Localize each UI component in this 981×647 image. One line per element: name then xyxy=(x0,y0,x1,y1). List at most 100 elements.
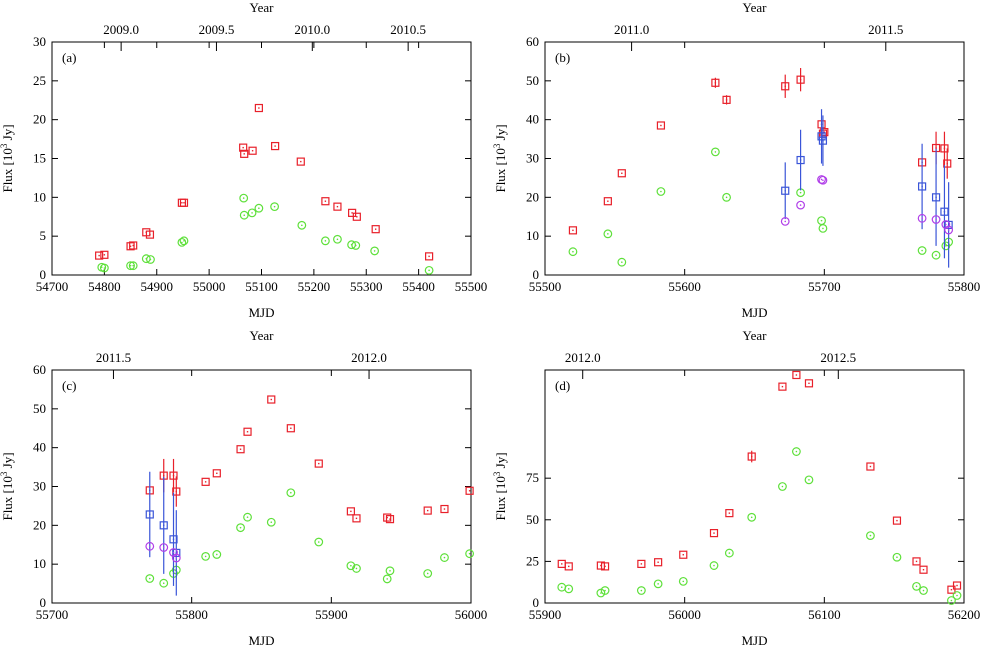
data-point-dot-green xyxy=(355,567,358,570)
data-point-dot-green xyxy=(572,250,574,253)
data-point-green xyxy=(286,488,296,498)
data-point-dot-red xyxy=(568,565,570,568)
data-point-red xyxy=(465,486,474,495)
data-point-green xyxy=(141,254,151,264)
data-point-dot-red xyxy=(149,233,151,236)
data-point-red xyxy=(866,462,875,471)
year-tick-label: 2010.5 xyxy=(390,22,426,37)
data-point-red xyxy=(912,557,921,566)
data-point-green xyxy=(159,578,169,588)
data-point-dot-green xyxy=(100,266,103,269)
data-point-dot-red xyxy=(808,382,810,385)
data-point-green xyxy=(919,586,928,595)
y-tick-label: 30 xyxy=(33,34,46,49)
data-point-dot-green xyxy=(149,258,152,261)
data-point-dot-green xyxy=(714,151,717,153)
data-point-dot-violet xyxy=(820,178,823,181)
data-point-dot-green xyxy=(204,555,207,558)
data-point-red xyxy=(243,427,252,436)
data-point-red xyxy=(425,252,434,261)
data-point-dot-red xyxy=(607,200,609,202)
y-tick-label: 40 xyxy=(526,112,539,127)
data-point-green xyxy=(617,257,627,267)
data-point-red xyxy=(100,250,109,259)
x-tick-label: 54800 xyxy=(88,279,121,294)
data-point-dot-red xyxy=(290,427,292,429)
data-point-green xyxy=(385,566,395,576)
data-point-dot-green xyxy=(162,582,165,584)
data-point-dot-red xyxy=(751,455,753,458)
data-point-dot-red xyxy=(374,228,377,230)
x-tick-label: 56200 xyxy=(948,607,981,622)
data-point-dot-red xyxy=(443,508,446,510)
data-point-dot-green xyxy=(713,564,715,567)
data-point-dot-blue xyxy=(175,552,178,554)
data-point-dot-violet xyxy=(935,218,937,221)
data-point-dot-red xyxy=(300,160,302,163)
top-axis-title: Year xyxy=(743,0,768,15)
data-point-green xyxy=(564,584,574,594)
y-axis-title-superscript: 3 xyxy=(0,143,9,148)
data-point-green xyxy=(709,561,719,570)
data-point-dot-red xyxy=(356,216,358,218)
data-point-dot-blue xyxy=(799,159,802,161)
data-point-red xyxy=(747,452,756,461)
data-point-dot-green xyxy=(567,588,570,590)
data-point-violet xyxy=(818,175,828,185)
data-point-green xyxy=(346,561,356,571)
data-point-green xyxy=(314,537,324,547)
data-point-green xyxy=(320,236,330,246)
data-point-dot-green xyxy=(239,526,242,529)
data-point-green xyxy=(126,261,135,271)
y-axis-title-unit: Jy] xyxy=(0,452,15,471)
y-tick-label: 50 xyxy=(526,73,539,88)
data-point-red xyxy=(940,144,949,153)
data-point-dot-green xyxy=(915,585,918,588)
data-point-green xyxy=(917,246,927,255)
data-point-dot-green xyxy=(621,261,623,263)
x-tick-label: 55800 xyxy=(948,279,981,294)
data-point-green xyxy=(653,579,663,589)
data-point-green xyxy=(931,250,941,260)
data-point-dot-green xyxy=(242,197,245,199)
data-point-dot-red xyxy=(386,516,388,519)
plot-frame xyxy=(51,369,472,604)
data-point-blue xyxy=(817,132,826,141)
data-point-violet xyxy=(159,543,169,552)
data-point-dot-green xyxy=(443,556,446,559)
data-point-dot-violet xyxy=(947,229,950,231)
y-tick-label: 15 xyxy=(33,151,46,166)
data-point-red xyxy=(600,562,610,571)
data-point-dot-blue xyxy=(163,524,165,527)
data-point-dot-green xyxy=(324,240,327,242)
data-point-dot-violet xyxy=(175,557,178,559)
year-tick-label: 2011.5 xyxy=(96,350,131,365)
data-point-green xyxy=(239,210,249,220)
data-point-dot-red xyxy=(351,212,353,214)
data-point-dot-green xyxy=(607,233,609,235)
x-tick-label: 55400 xyxy=(402,279,435,294)
data-point-red xyxy=(564,562,573,571)
top-axis-title: Year xyxy=(743,328,768,343)
y-tick-label: 30 xyxy=(526,151,539,166)
data-point-dot-red xyxy=(657,561,659,563)
panel-label: (c) xyxy=(62,378,76,393)
data-point-dot-green xyxy=(604,589,606,592)
data-point-dot-red xyxy=(946,162,948,165)
data-point-blue xyxy=(159,521,168,530)
data-point-dot-green xyxy=(350,564,352,567)
data-point-red xyxy=(440,504,449,514)
data-point-dot-green xyxy=(935,254,937,256)
data-point-dot-green xyxy=(428,269,430,272)
data-point-red xyxy=(145,230,155,239)
data-point-dot-green xyxy=(822,227,824,230)
data-point-red xyxy=(820,127,829,137)
data-point-dot-green xyxy=(129,264,132,267)
data-point-dot-red xyxy=(561,563,563,565)
data-point-dot-red xyxy=(270,398,272,401)
data-point-red xyxy=(385,515,395,524)
year-tick-label: 2009.0 xyxy=(103,22,139,37)
x-tick-label: 55500 xyxy=(455,279,488,294)
y-tick-label: 50 xyxy=(526,512,539,527)
x-axis-title: MJD xyxy=(248,633,274,647)
